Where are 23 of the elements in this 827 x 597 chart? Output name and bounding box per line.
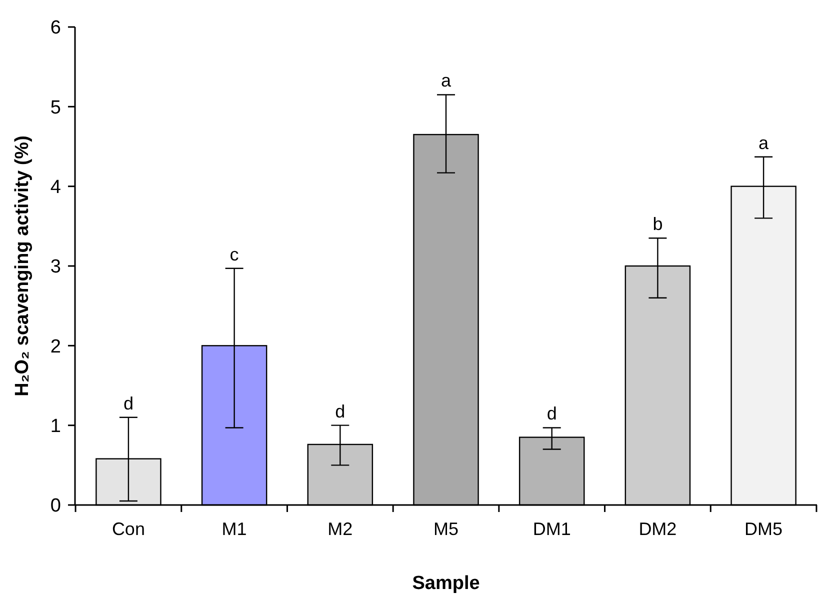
y-tick-label: 1 bbox=[50, 416, 61, 437]
x-tick-label: DM1 bbox=[532, 519, 571, 539]
annotation: d bbox=[123, 393, 134, 414]
x-tick-label: M1 bbox=[222, 519, 247, 539]
y-tick-label: 2 bbox=[50, 336, 61, 358]
x-tick-label: DM5 bbox=[744, 519, 783, 539]
annotation: a bbox=[440, 70, 452, 91]
annotation: d bbox=[335, 401, 346, 422]
annotation: d bbox=[546, 404, 557, 424]
y-tick-label: 6 bbox=[50, 18, 61, 39]
y-tick-label: 4 bbox=[50, 176, 62, 198]
y-tick-label: 0 bbox=[50, 496, 61, 517]
annotation: c bbox=[230, 244, 239, 264]
annotation: a bbox=[758, 132, 770, 153]
y-tick-label: 3 bbox=[50, 256, 61, 278]
x-tick-label: DM2 bbox=[638, 519, 677, 539]
x-tick-label: M5 bbox=[433, 519, 459, 539]
y-tick-label: 5 bbox=[50, 97, 61, 118]
x-tick-label: Con bbox=[112, 519, 145, 539]
x-axis-title: Sample bbox=[412, 573, 480, 594]
annotation: b bbox=[652, 214, 663, 234]
y-axis-title: H₂O₂ scavenging activity (%) bbox=[12, 136, 33, 396]
x-tick-label: M2 bbox=[328, 519, 353, 539]
